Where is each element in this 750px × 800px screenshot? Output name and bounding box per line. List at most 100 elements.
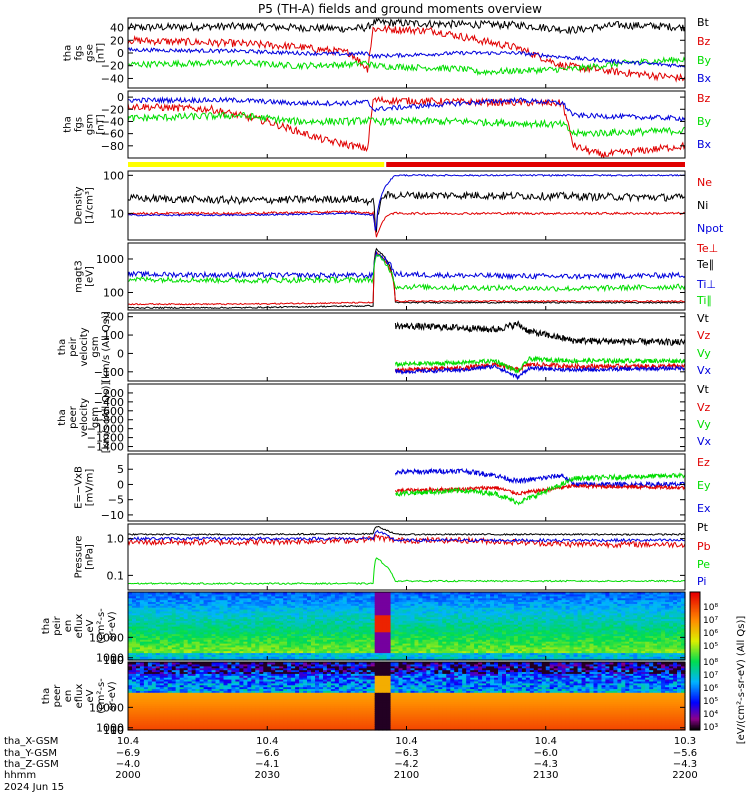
heatmap-cell [227,593,233,597]
heatmap-cell [271,639,276,642]
heatmap-cell [438,597,443,601]
heatmap-cell [195,592,201,595]
heatmap-cell [247,658,252,661]
heatmap-cell [291,597,296,601]
heatmap-cell [346,622,352,625]
heatmap-cell [132,622,137,625]
heatmap-cell [410,641,416,644]
heatmap-cell [358,612,364,616]
heatmap-cell [326,620,332,623]
legend-entry: Vx [697,364,712,377]
heatmap-cell [171,650,177,654]
heatmap-cell [565,629,571,633]
heatmap-cell [601,650,607,654]
heatmap-cell [366,593,372,597]
heatmap-cell [378,633,384,637]
series-line-pressure [127,529,686,544]
heatmap-cell [478,609,483,612]
heatmap-cell [402,641,408,644]
heatmap-cell [398,603,404,606]
heatmap-cell [386,650,392,654]
heatmap-cell [334,609,340,612]
heatmap-cell [609,618,614,621]
heatmap-cell [243,627,248,631]
heatmap-cell [338,656,344,659]
heatmap-cell [263,637,268,640]
heatmap-cell [581,616,587,620]
heatmap-cell [470,656,475,659]
heatmap-cell [382,652,388,655]
legend-entry: Ez [697,456,710,469]
heatmap-cell [303,637,308,640]
heatmap-cell [235,654,240,657]
heatmap-cell [143,643,149,646]
heatmap-cell [291,639,296,642]
heatmap-cell [143,639,149,642]
heatmap-cell [323,641,328,644]
heatmap-cell [215,643,221,646]
heatmap-cell [605,652,610,655]
heatmap-cell [362,629,368,633]
heatmap-cell [549,605,555,608]
heatmap-cell [235,644,240,648]
heatmap-cell [323,652,328,655]
heatmap-cell [462,641,467,644]
heatmap-cell [494,646,499,650]
heatmap-cell [275,620,280,623]
heatmap-cell [139,603,145,606]
heatmap-cell [358,622,364,625]
heatmap-cell [521,641,527,644]
heatmap-cell [450,633,455,637]
heatmap-cell [601,624,607,627]
heatmap-cell [330,597,336,601]
heatmap-cell [128,618,133,621]
heatmap-cell [350,643,356,646]
heatmap-cell [462,637,467,640]
heatmap-cell [275,622,280,625]
heatmap-cell [203,616,209,620]
heatmap-cell [561,614,567,618]
heatmap-cell [128,610,133,614]
heatmap-cell [334,592,340,595]
heatmap-cell [155,609,161,612]
heatmap-cell [167,648,173,652]
heatmap-cell [557,603,563,606]
heatmap-cell [474,595,479,599]
heatmap-cell [426,626,431,629]
heatmap-cell [330,609,336,612]
heatmap-cell [311,656,316,659]
heatmap-cell [410,654,416,657]
heatmap-cell [366,629,372,633]
heatmap-cell [557,626,563,629]
heatmap-cell [537,614,543,618]
heatmap-cell [506,593,511,597]
heatmap-cell [502,626,507,629]
heatmap-cell [279,627,284,631]
heatmap-cell [529,633,535,637]
heatmap-cell [195,622,201,625]
heatmap-cell [378,601,384,604]
heatmap-cell [163,633,169,637]
heatmap-cell [136,607,141,610]
heatmap-cell [589,612,595,616]
heatmap-cell [434,592,439,595]
heatmap-cell [203,595,209,599]
heatmap-cell [565,635,571,638]
heatmap-cell [370,609,376,612]
heatmap-cell [219,656,225,659]
heatmap-cell [593,652,599,655]
heatmap-cell [370,631,376,635]
heatmap-cell [319,650,324,654]
heatmap-cell [462,599,467,603]
heatmap-cell [438,592,443,595]
heatmap-cell [163,626,169,629]
heatmap-cell [311,620,316,623]
heatmap-cell [597,650,603,654]
heatmap-cell [350,607,356,610]
heatmap-cell [561,646,567,650]
heatmap-cell [589,658,595,661]
legend-entry: Ti⊥ [696,278,716,291]
heatmap-cell [171,624,177,627]
heatmap-cell [509,637,515,640]
heatmap-cell [227,656,233,659]
